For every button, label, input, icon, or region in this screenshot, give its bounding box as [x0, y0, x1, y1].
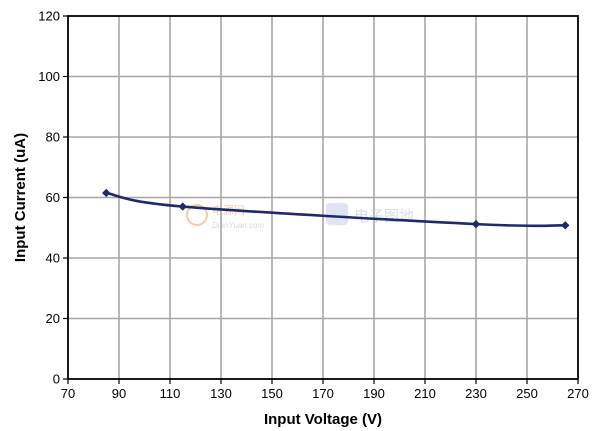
y-axis-title: Input Current (uA) [12, 133, 29, 262]
y-tick-label: 60 [46, 190, 60, 205]
grid [68, 16, 578, 379]
data-point-marker [471, 219, 481, 229]
x-tick-label: 90 [112, 386, 126, 401]
x-tick-label: 190 [363, 386, 385, 401]
tick-labels: 70 90 110 130 150 170 190 210 230 250 270 0 20 40 60 80… [38, 9, 589, 402]
y-tick-label: 80 [46, 130, 60, 145]
x-tick-label: 150 [261, 386, 283, 401]
watermark-logo-icon [186, 204, 208, 226]
y-tick-label: 20 [46, 311, 60, 326]
axes [63, 15, 579, 384]
watermark-badge-icon [326, 203, 348, 225]
watermark-text-right: 电子图地 [354, 208, 414, 225]
y-tick-label: 40 [46, 251, 60, 266]
x-tick-label: 110 [160, 386, 181, 401]
x-tick-label: 250 [516, 386, 538, 401]
y-tick-label: 0 [53, 372, 60, 387]
data-point-marker [561, 221, 570, 230]
data-point-marker [178, 202, 187, 211]
x-tick-label: 130 [210, 386, 232, 401]
x-tick-label: 170 [312, 386, 334, 401]
x-tick-label: 210 [414, 386, 436, 401]
watermark-text-bottom: DianYuan.com [212, 221, 265, 230]
x-tick-label: 270 [567, 386, 589, 401]
y-tick-label: 100 [38, 69, 60, 84]
x-tick-label: 230 [465, 386, 487, 401]
y-tick-label: 120 [38, 9, 60, 24]
x-tick-label: 70 [61, 386, 75, 401]
x-axis-title: Input Voltage (V) [264, 411, 382, 428]
series [102, 188, 570, 230]
data-point-marker [102, 188, 111, 198]
series-line [106, 191, 566, 228]
